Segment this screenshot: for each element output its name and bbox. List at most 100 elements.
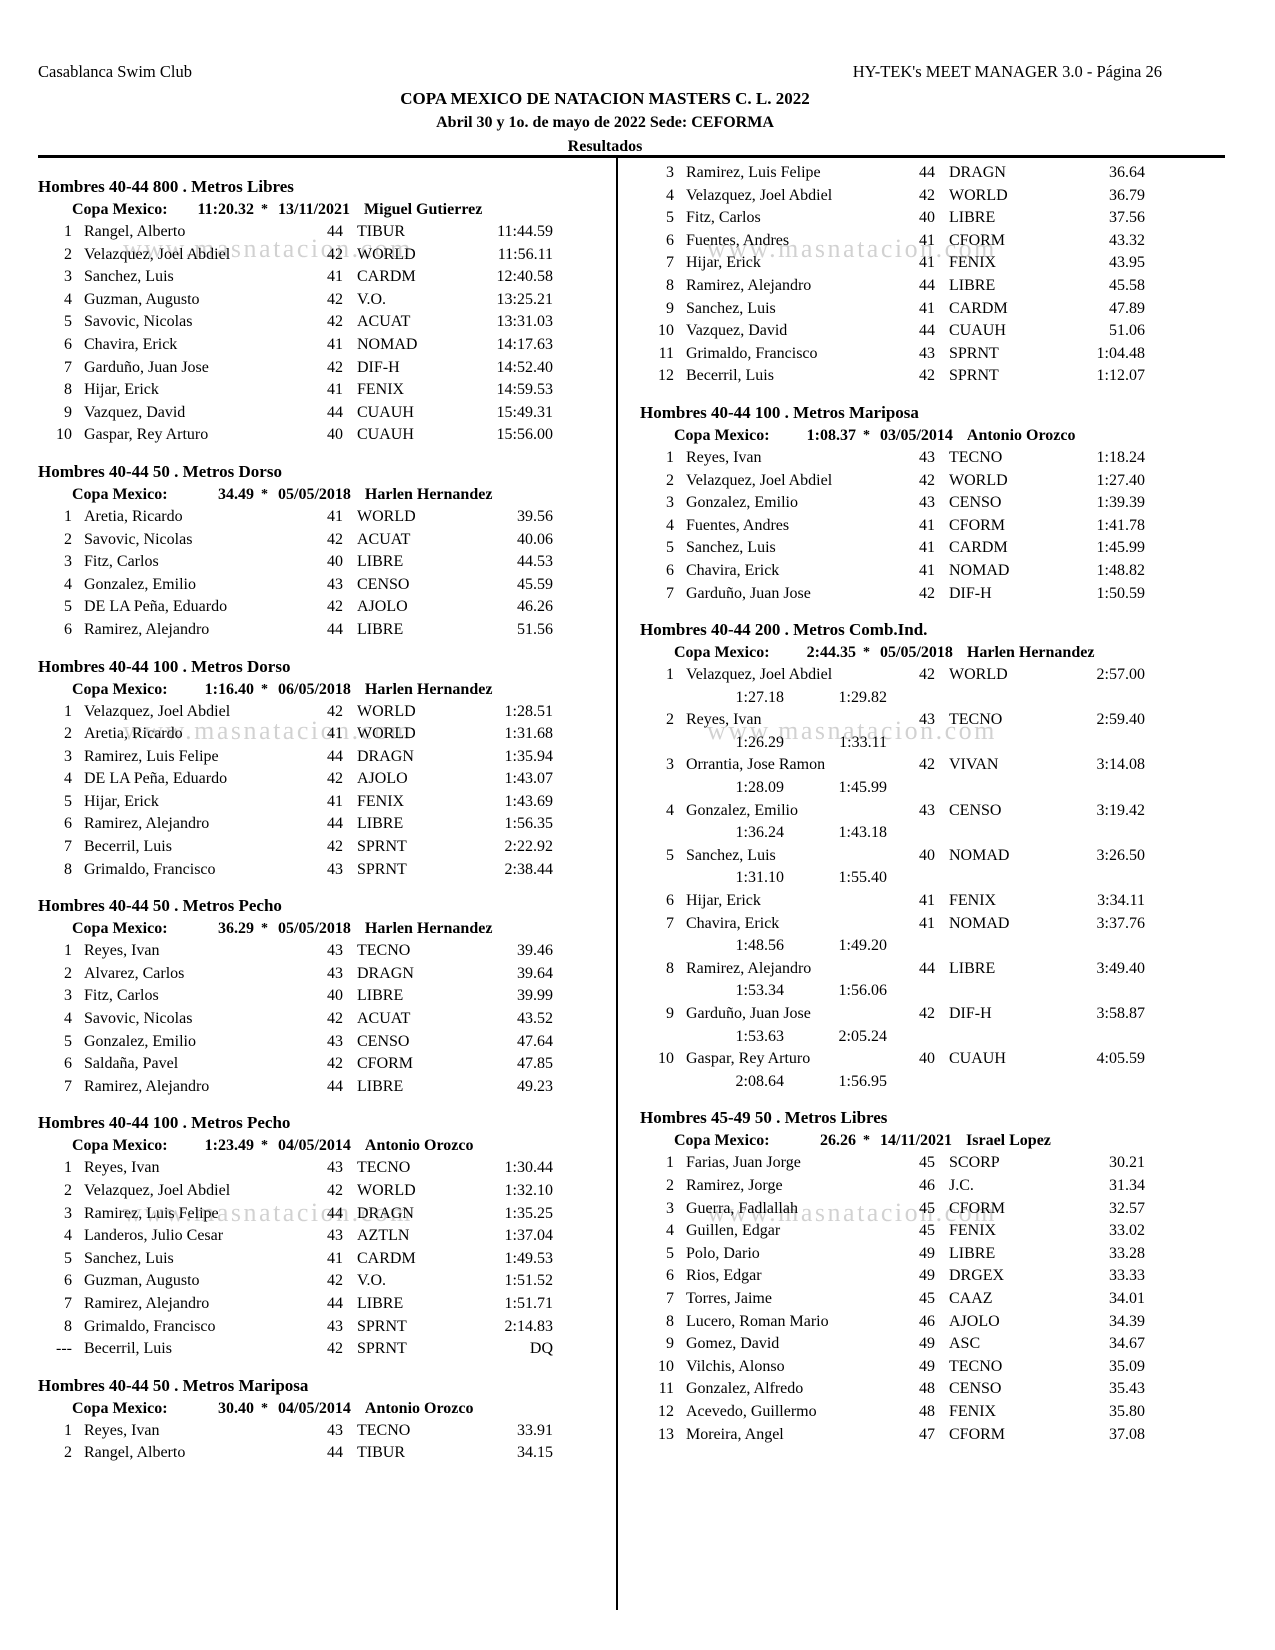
name-cell: Vilchis, Alonso — [686, 1357, 785, 1375]
result-row: 6 Fuentes, Andres 41 CFORM 43.32 — [640, 230, 1145, 253]
event-section: Hombres 40-44 100 . Metros Dorso Copa Mex… — [38, 655, 553, 882]
time-cell: DQ — [529, 1340, 553, 1358]
team-cell: TECNO — [357, 1159, 411, 1177]
event-section: Hombres 40-44 50 . Metros Mariposa Copa M… — [38, 1374, 553, 1465]
name-cell: Ramirez, Alejandro — [84, 815, 210, 833]
place-cell: 6 — [666, 561, 674, 579]
time-cell: 1:27.40 — [1096, 471, 1145, 489]
age-cell: 42 — [919, 1005, 935, 1022]
age-cell: 43 — [919, 711, 935, 729]
result-row: 7 Ramirez, Alejandro 44 LIBRE 1:51.71 — [38, 1293, 553, 1316]
name-cell: Hijar, Erick — [84, 381, 159, 399]
name-cell: Savovic, Nicolas — [84, 530, 193, 548]
time-cell: 1:18.24 — [1096, 448, 1145, 466]
age-cell: 44 — [327, 747, 343, 765]
age-cell: 42 — [327, 530, 343, 548]
age-cell: 42 — [327, 1272, 343, 1290]
place-cell: 8 — [666, 276, 674, 294]
age-cell: 44 — [327, 1204, 343, 1222]
result-row: 3 Ramirez, Luis Felipe 44 DRAGN 36.64 — [640, 162, 1145, 185]
age-cell: 41 — [327, 725, 343, 743]
time-cell: 1:28.51 — [504, 702, 553, 720]
place-cell: 7 — [666, 584, 674, 602]
time-cell: 51.56 — [517, 620, 553, 638]
result-row: 6 Saldaña, Pavel 42 CFORM 47.85 — [38, 1053, 553, 1076]
result-row: 3 Ramirez, Luis Felipe 44 DRAGN 1:35.25 — [38, 1203, 553, 1226]
time-cell: 49.23 — [517, 1077, 553, 1095]
age-cell: 40 — [327, 426, 343, 444]
place-cell: 9 — [666, 1005, 674, 1022]
age-cell: 43 — [327, 1317, 343, 1335]
time-cell: 35.80 — [1109, 1402, 1145, 1420]
age-cell: 48 — [919, 1380, 935, 1398]
age-cell: 41 — [327, 268, 343, 286]
time-cell: 33.91 — [517, 1421, 553, 1439]
event-section: Hombres 40-44 100 . Metros Mariposa Copa … — [640, 401, 1145, 605]
age-cell: 42 — [327, 1182, 343, 1199]
result-row: 2 Velazquez, Joel Abdiel 42 WORLD 1:32.10 — [38, 1180, 553, 1203]
result-row: 8 Hijar, Erick 41 FENIX 14:59.53 — [38, 379, 553, 402]
record-date: 05/05/2018 — [880, 644, 953, 662]
result-row: 10 Gaspar, Rey Arturo 40 CUAUH 4:05.59 — [640, 1048, 1145, 1071]
result-row: 10 Gaspar, Rey Arturo 40 CUAUH 15:56.00 — [38, 424, 553, 447]
team-cell: DIF-H — [949, 584, 992, 602]
name-cell: Reyes, Ivan — [84, 1421, 160, 1439]
age-cell: 43 — [327, 860, 343, 878]
place-cell: 1 — [64, 702, 72, 720]
age-cell: 42 — [919, 186, 935, 204]
age-cell: 45 — [919, 1199, 935, 1217]
time-cell: 35.43 — [1109, 1380, 1145, 1398]
result-row: 1 Farias, Juan Jorge 45 SCORP 30.21 — [640, 1152, 1145, 1175]
time-cell: 1:56.35 — [504, 815, 553, 833]
result-row: 4 DE LA Peña, Eduardo 42 AJOLO 1:43.07 — [38, 768, 553, 791]
split-time: 1:31.10 — [735, 869, 784, 887]
result-row: 4 Guzman, Augusto 42 V.O. 13:25.21 — [38, 289, 553, 312]
place-cell: 7 — [64, 358, 72, 376]
age-cell: 46 — [919, 1176, 935, 1194]
team-cell: AJOLO — [949, 1312, 1000, 1330]
age-cell: 43 — [919, 801, 935, 819]
split-time: 1:45.99 — [838, 779, 887, 797]
time-cell: 34.15 — [517, 1444, 553, 1462]
column-divider — [616, 158, 618, 1610]
team-cell: SCORP — [949, 1154, 1000, 1172]
age-cell: 42 — [327, 245, 343, 263]
record-holder: Miguel Gutierrez — [364, 201, 483, 218]
split-time: 1:56.95 — [838, 1072, 887, 1090]
place-cell: 1 — [64, 1421, 72, 1439]
result-row: 5 DE LA Peña, Eduardo 42 AJOLO 46.26 — [38, 596, 553, 619]
team-cell: AJOLO — [357, 770, 408, 788]
time-cell: 1:12.07 — [1096, 367, 1145, 385]
team-cell: CENSO — [949, 494, 1002, 512]
team-cell: SPRNT — [357, 860, 407, 878]
name-cell: Ramirez, Alejandro — [686, 959, 812, 977]
name-cell: Hijar, Erick — [686, 254, 761, 272]
place-cell: 8 — [64, 1317, 72, 1335]
time-cell: 1:41.78 — [1096, 516, 1145, 534]
age-cell: 42 — [327, 1340, 343, 1358]
result-row: 8 Lucero, Roman Mario 46 AJOLO 34.39 — [640, 1311, 1145, 1334]
record-time: 11:20.32 — [197, 201, 254, 218]
age-cell: 42 — [327, 598, 343, 616]
result-row: 1 Reyes, Ivan 43 TECNO 1:30.44 — [38, 1157, 553, 1180]
age-cell: 41 — [327, 792, 343, 810]
age-cell: 40 — [327, 987, 343, 1005]
header-rule — [38, 155, 1225, 158]
name-cell: Polo, Dario — [686, 1244, 760, 1262]
place-cell: 4 — [666, 801, 674, 819]
name-cell: Chavira, Erick — [84, 335, 178, 353]
time-cell: 1:48.82 — [1096, 561, 1145, 579]
time-cell: 14:17.63 — [496, 335, 553, 353]
team-cell: LIBRE — [357, 553, 404, 571]
place-cell: 8 — [666, 959, 674, 977]
time-cell: 3:37.76 — [1096, 914, 1145, 932]
result-row: 9 Sanchez, Luis 41 CARDM 47.89 — [640, 298, 1145, 321]
name-cell: Reyes, Ivan — [84, 1159, 160, 1177]
time-cell: 33.28 — [1109, 1244, 1145, 1262]
result-row: 8 Grimaldo, Francisco 43 SPRNT 2:14.83 — [38, 1316, 553, 1339]
place-cell: 10 — [658, 322, 674, 340]
name-cell: Chavira, Erick — [686, 914, 780, 932]
age-cell: 41 — [327, 335, 343, 353]
team-cell: ASC — [949, 1335, 981, 1353]
team-cell: CUAUH — [949, 322, 1006, 340]
